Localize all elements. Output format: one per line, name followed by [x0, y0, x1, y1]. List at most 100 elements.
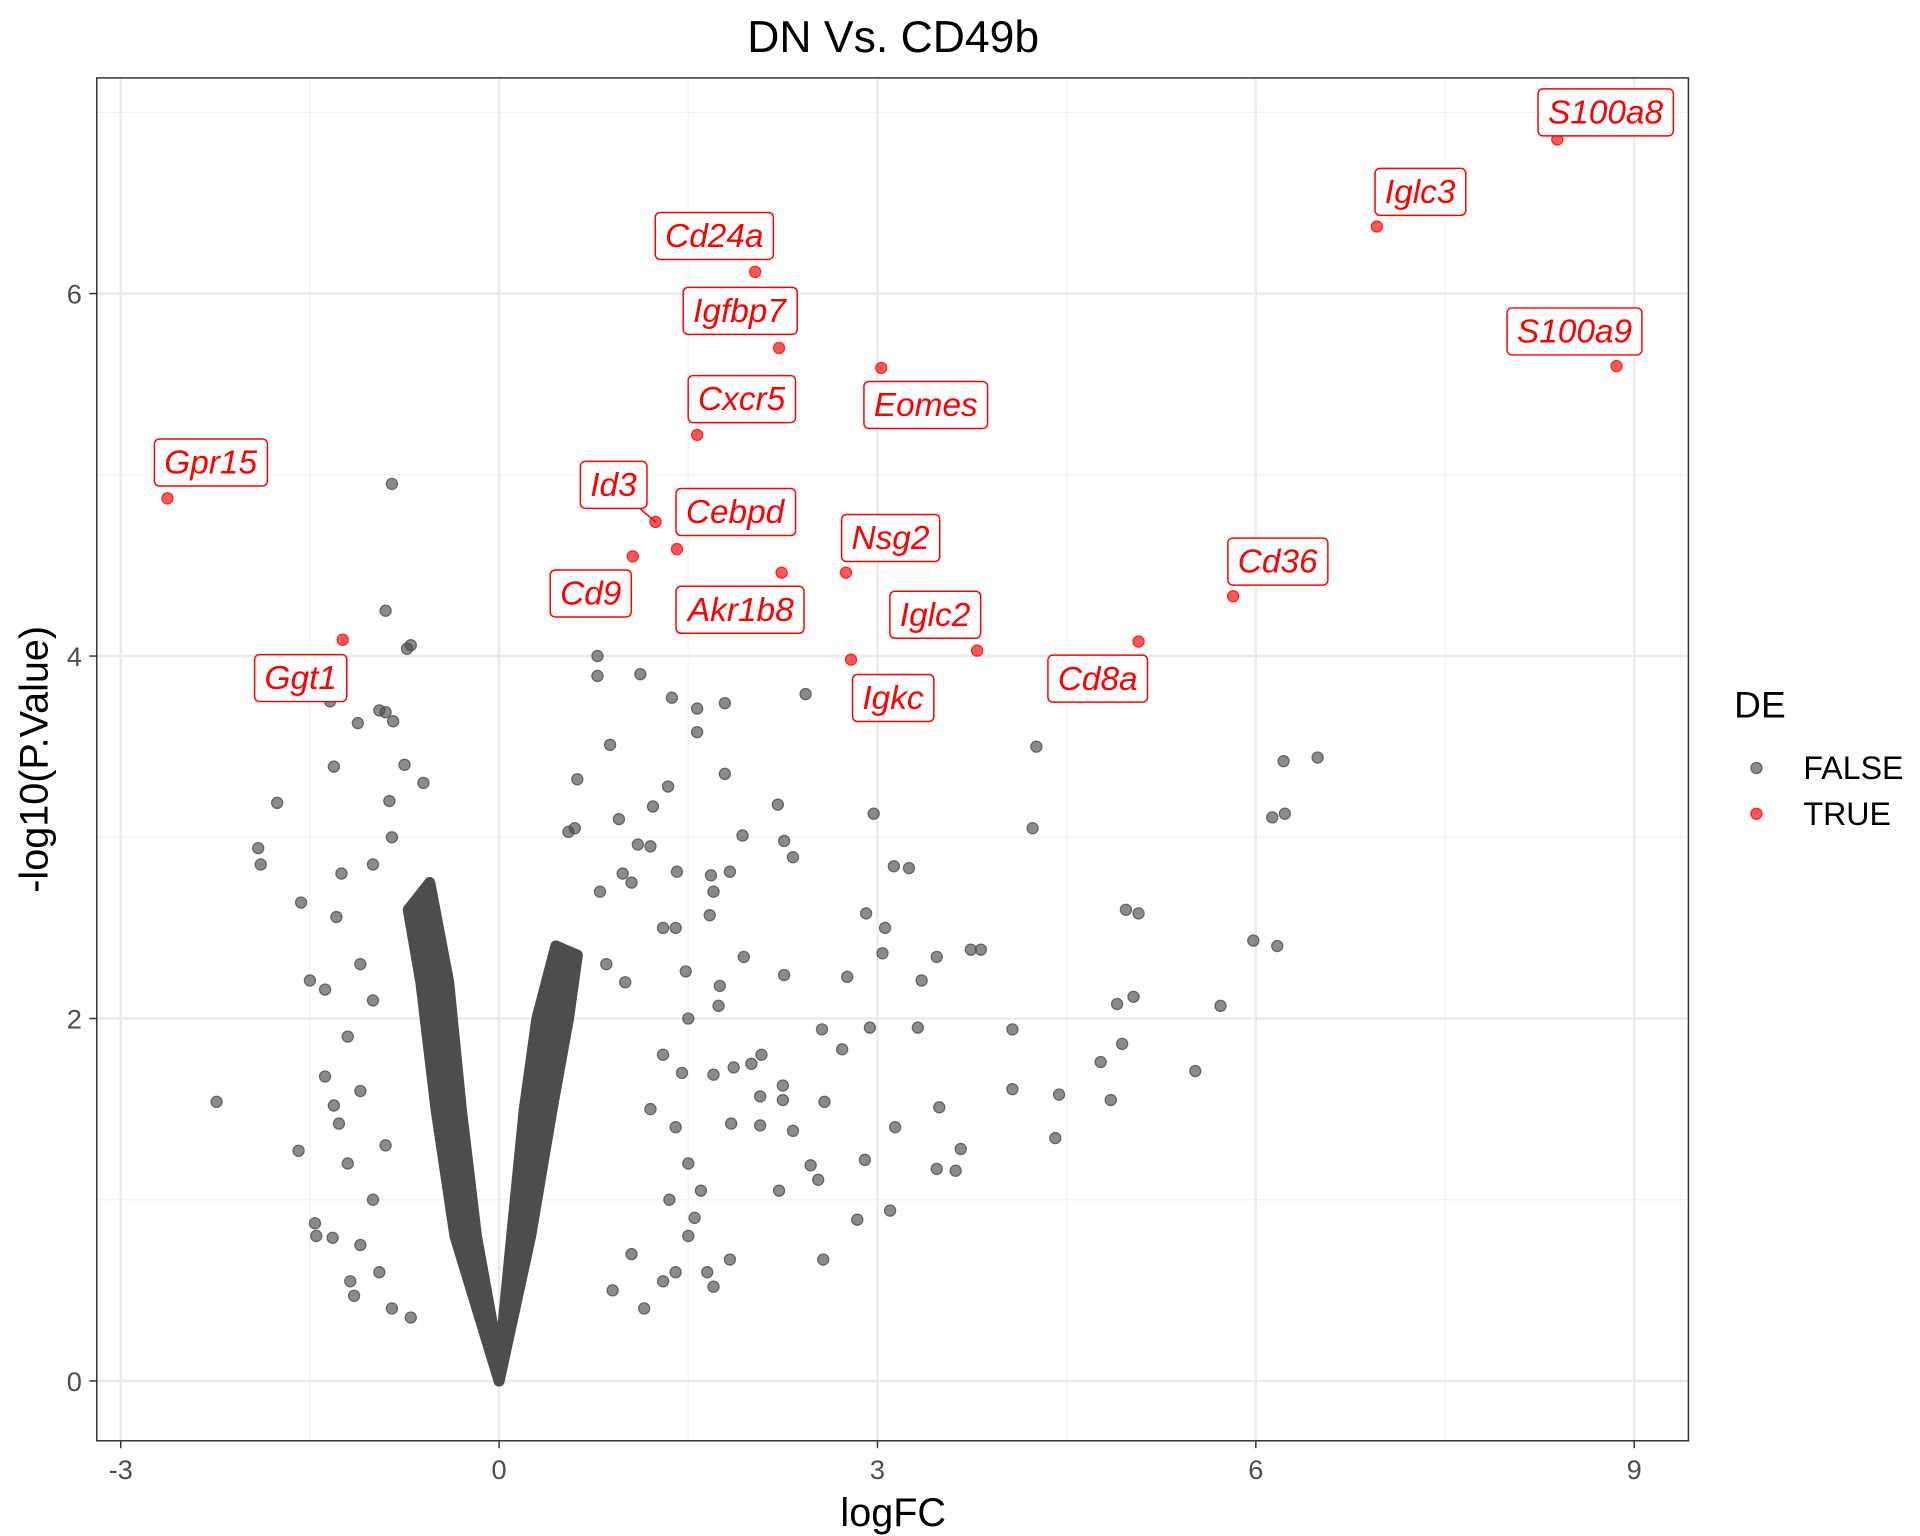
gene-label-text: Iglc2 — [900, 597, 971, 634]
point-false — [373, 1266, 386, 1279]
gene-label-text: S100a8 — [1548, 94, 1664, 131]
point-false — [679, 965, 692, 978]
point-false — [1104, 1093, 1117, 1107]
point-false — [682, 1012, 695, 1025]
point-false — [755, 1048, 768, 1061]
point-false — [1006, 1083, 1019, 1096]
dense-point-region — [493, 940, 583, 1387]
point-false — [417, 776, 430, 790]
x-tick-label: 3 — [870, 1454, 885, 1485]
point-false — [303, 974, 317, 987]
point-false — [799, 687, 812, 701]
gene-label-cd8a: Cd8a — [1047, 654, 1149, 703]
point-false — [777, 968, 791, 982]
point-true — [748, 265, 762, 279]
label-box — [1506, 307, 1643, 356]
label-leader-line — [637, 506, 656, 523]
legend-title: DE — [1734, 683, 1786, 725]
point-false — [724, 1117, 738, 1130]
y-tick-label: 0 — [67, 1366, 82, 1397]
gene-label-text: Cd9 — [560, 576, 621, 613]
label-box — [675, 487, 797, 537]
point-false — [841, 970, 854, 984]
point-false — [327, 760, 341, 773]
label-box — [675, 585, 805, 635]
point-true — [690, 428, 704, 442]
label-box — [549, 569, 632, 618]
point-false — [1127, 990, 1140, 1003]
label-box — [889, 590, 982, 639]
dense-point-region — [402, 877, 505, 1387]
point-true — [844, 653, 858, 666]
point-false — [1214, 999, 1227, 1013]
point-false — [964, 943, 977, 956]
point-false — [318, 983, 332, 996]
gene-label-cebpd: Cebpd — [675, 487, 797, 537]
gene-label-text: Nsg2 — [851, 520, 929, 557]
point-false — [818, 1095, 831, 1109]
point-false — [753, 1119, 767, 1132]
point-true — [626, 550, 639, 563]
point-false — [330, 910, 343, 924]
point-false — [669, 1266, 682, 1279]
label-box — [687, 374, 797, 424]
point-false — [1247, 934, 1260, 947]
point-false — [606, 1284, 619, 1297]
point-false — [858, 1153, 872, 1167]
point-false — [341, 1030, 354, 1043]
point-false — [786, 851, 800, 864]
point-false — [254, 858, 267, 871]
gene-label-text: Cebpd — [686, 494, 786, 531]
point-false — [656, 1275, 670, 1288]
point-false — [332, 1117, 346, 1130]
legend-label-false: FALSE — [1803, 750, 1903, 786]
point-false — [1030, 740, 1043, 753]
point-true — [970, 644, 984, 657]
point-false — [737, 950, 750, 964]
point-false — [354, 1084, 367, 1098]
point-false — [949, 1164, 962, 1177]
point-false — [867, 807, 880, 820]
gene-label-text: Eomes — [874, 387, 978, 424]
point-false — [669, 921, 682, 935]
point-false — [252, 841, 265, 855]
x-tick-label: 6 — [1248, 1454, 1263, 1485]
point-false — [366, 858, 380, 871]
point-false — [571, 773, 584, 786]
point-false — [804, 1159, 817, 1172]
point-false — [612, 812, 626, 826]
point-false — [1026, 822, 1039, 835]
point-true — [775, 566, 788, 579]
gene-label-text: Id3 — [590, 467, 637, 504]
point-false — [656, 921, 670, 935]
point-false — [646, 800, 660, 813]
point-false — [619, 976, 632, 989]
point-false — [385, 477, 399, 491]
point-false — [1052, 1088, 1066, 1101]
point-true — [161, 492, 174, 505]
point-false — [690, 725, 704, 739]
point-false — [631, 838, 645, 851]
point-false — [718, 767, 732, 781]
point-false — [400, 642, 414, 655]
point-false — [344, 1275, 357, 1288]
point-false — [933, 1101, 946, 1114]
point-false — [887, 860, 901, 873]
point-false — [776, 1079, 790, 1092]
point-false — [379, 706, 392, 719]
point-false — [888, 1121, 902, 1134]
point-false — [723, 1253, 737, 1266]
chart-title: DN Vs. CD49b — [747, 13, 1039, 62]
point-false — [1006, 1023, 1019, 1036]
point-false — [776, 1093, 790, 1107]
point-true — [839, 566, 853, 579]
gene-label-text: Cd24a — [665, 218, 763, 255]
point-false — [863, 1021, 877, 1034]
y-tick-label: 6 — [67, 278, 82, 309]
point-false — [310, 1229, 323, 1243]
gene-label-text: Igkc — [862, 680, 924, 717]
point-false — [398, 758, 411, 771]
point-false — [777, 834, 791, 848]
x-tick-label: 9 — [1627, 1454, 1642, 1485]
gene-label-cd36: Cd36 — [1227, 537, 1329, 586]
